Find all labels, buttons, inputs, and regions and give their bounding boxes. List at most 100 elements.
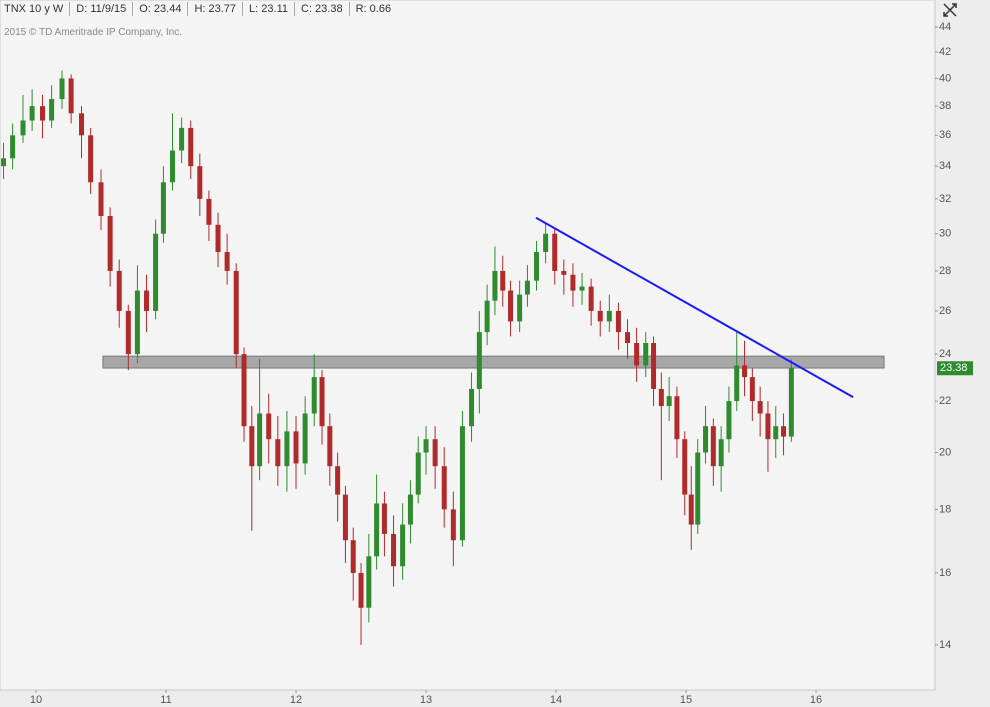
candle-body: [781, 426, 787, 437]
candle-body: [188, 127, 194, 167]
candle-body: [241, 354, 247, 427]
header: TNX 10 y W D: 11/9/15 O: 23.44 H: 23.77 L: …: [0, 2, 397, 16]
candle-body: [179, 127, 185, 151]
trendline: [535, 216, 854, 399]
candle-body: [134, 290, 140, 355]
candle-body: [773, 426, 779, 440]
y-tick-label: 40: [939, 72, 951, 84]
candle-body: [400, 524, 406, 567]
candle-body: [374, 503, 380, 557]
symbol: TNX 10 y W: [4, 3, 64, 15]
candle-body: [98, 182, 104, 217]
candle-body: [625, 332, 631, 344]
candle-body: [88, 135, 94, 183]
candle-body: [327, 426, 333, 467]
y-tick-label: 36: [939, 129, 951, 141]
candle-body: [734, 365, 740, 402]
candle-body: [153, 233, 159, 311]
x-tick-label: 12: [290, 694, 302, 706]
candle-body: [407, 494, 413, 525]
candle-body: [517, 294, 523, 322]
candle-body: [703, 426, 709, 453]
candle-body: [726, 401, 732, 440]
candle-body: [476, 332, 482, 389]
info-field: C: 23.38: [294, 2, 349, 16]
candle-body: [441, 466, 447, 510]
y-tick-label: 30: [939, 228, 951, 240]
candle-body: [391, 533, 397, 567]
candle-body: [643, 343, 649, 366]
x-tick-label: 13: [420, 694, 432, 706]
candle-body: [319, 377, 325, 427]
candle-body: [552, 233, 558, 271]
candle-body: [68, 78, 74, 114]
candle-body: [342, 494, 348, 541]
candle-body: [579, 286, 585, 291]
candle-body: [249, 426, 255, 467]
candle-body: [29, 106, 35, 121]
candle-body: [674, 396, 680, 440]
candle-body: [1, 158, 7, 167]
candle-body: [588, 286, 594, 311]
candle-body: [366, 556, 372, 608]
candle-body: [160, 182, 166, 234]
candle-body: [658, 388, 664, 407]
candle-body: [49, 99, 55, 121]
candle-body: [215, 224, 221, 253]
candle-body: [459, 426, 465, 541]
candle-body: [524, 280, 530, 295]
x-tick-label: 16: [810, 694, 822, 706]
candle-body: [224, 252, 230, 271]
candle-body: [79, 113, 85, 136]
candle-body: [757, 401, 763, 414]
candle-body: [432, 439, 438, 467]
candle-body: [651, 343, 657, 389]
y-tick-label: 18: [939, 503, 951, 515]
candle-body: [765, 413, 771, 440]
x-tick-label: 15: [680, 694, 692, 706]
candle-body: [170, 150, 176, 183]
candle-body: [335, 466, 341, 495]
info-field: L: 23.11: [242, 2, 294, 16]
candle-body: [107, 216, 113, 271]
candle-body: [508, 290, 514, 322]
candle-body: [350, 540, 356, 573]
expand-icon[interactable]: [943, 3, 957, 17]
y-tick-label: 28: [939, 265, 951, 277]
candle-body: [500, 270, 506, 291]
candle-body: [10, 135, 16, 159]
candle-body: [688, 494, 694, 525]
candle-body: [606, 310, 612, 322]
candle-body: [40, 106, 46, 121]
candle-body: [206, 198, 212, 225]
candle-body: [710, 426, 716, 467]
x-tick-label: 10: [30, 694, 42, 706]
support-band: [102, 355, 885, 369]
candle-body: [125, 310, 131, 355]
candle-body: [788, 368, 794, 437]
info-field: R: 0.66: [348, 2, 397, 16]
candle-body: [284, 431, 290, 467]
candle-body: [293, 431, 299, 464]
candle-body: [257, 413, 263, 467]
candle-body: [233, 270, 239, 355]
candle-body: [302, 413, 308, 464]
candle-body: [718, 439, 724, 467]
candle-body: [484, 300, 490, 333]
candle-body: [615, 310, 621, 333]
candle-body: [450, 509, 456, 541]
candle-body: [116, 270, 122, 311]
y-tick-label: 44: [939, 21, 951, 33]
candle-body: [492, 270, 498, 301]
candle-body: [59, 78, 65, 100]
candle-body: [144, 290, 150, 311]
settings-icon[interactable]: [943, 3, 957, 17]
copyright: 2015 © TD Ameritrade IP Company, Inc.: [4, 27, 183, 38]
candle-body: [666, 396, 672, 407]
candle-body: [749, 377, 755, 402]
y-tick-label: 34: [939, 160, 951, 172]
candle-body: [695, 452, 701, 525]
candle-body: [543, 233, 549, 253]
info-field: D: 11/9/15: [69, 2, 132, 16]
